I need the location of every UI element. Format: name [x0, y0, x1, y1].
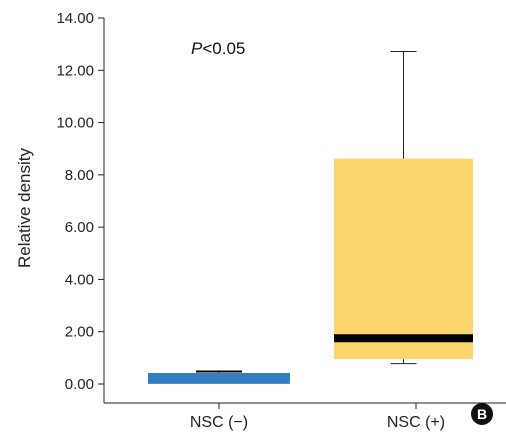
p-value-threshold: <0.05: [202, 39, 245, 58]
x-axis: NSC (−) NSC (+): [104, 402, 506, 431]
panel-label-text: B: [477, 406, 487, 422]
panel-label-circle: [471, 403, 493, 425]
box-1: [148, 370, 290, 384]
p-value-annotation: P<0.05: [191, 39, 245, 58]
box-body: [334, 158, 473, 360]
y-tick-label: 2.00: [65, 324, 94, 341]
y-axis-title: Relative density: [15, 148, 34, 269]
boxes: [148, 50, 473, 384]
x-category-label: NSC (−): [190, 414, 248, 431]
y-tick-label: 6.00: [65, 219, 94, 236]
y-tick-label: 8.00: [65, 167, 94, 184]
y-tick-label: 14.00: [56, 10, 94, 27]
y-tick-label: 12.00: [56, 62, 94, 79]
y-tick-label: 0.00: [65, 376, 94, 393]
box-2: [334, 50, 473, 365]
y-tick-label: 10.00: [56, 115, 94, 132]
y-axis: 0.00 2.00 4.00 6.00 8.00 10.00 12.00 14.00: [56, 10, 105, 403]
y-tick-label: 4.00: [65, 271, 94, 288]
box-body: [148, 373, 290, 384]
p-value-symbol: P: [191, 39, 203, 58]
x-category-label: NSC (+): [387, 414, 445, 431]
panel-label-badge: B: [471, 403, 493, 425]
